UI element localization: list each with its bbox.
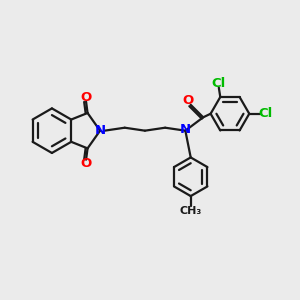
Text: CH₃: CH₃ <box>180 206 202 216</box>
Text: N: N <box>180 123 191 136</box>
Text: Cl: Cl <box>258 107 272 120</box>
Text: O: O <box>80 157 92 170</box>
Text: O: O <box>183 94 194 107</box>
Text: N: N <box>94 124 106 137</box>
Text: Cl: Cl <box>212 77 226 90</box>
Text: O: O <box>80 91 92 104</box>
